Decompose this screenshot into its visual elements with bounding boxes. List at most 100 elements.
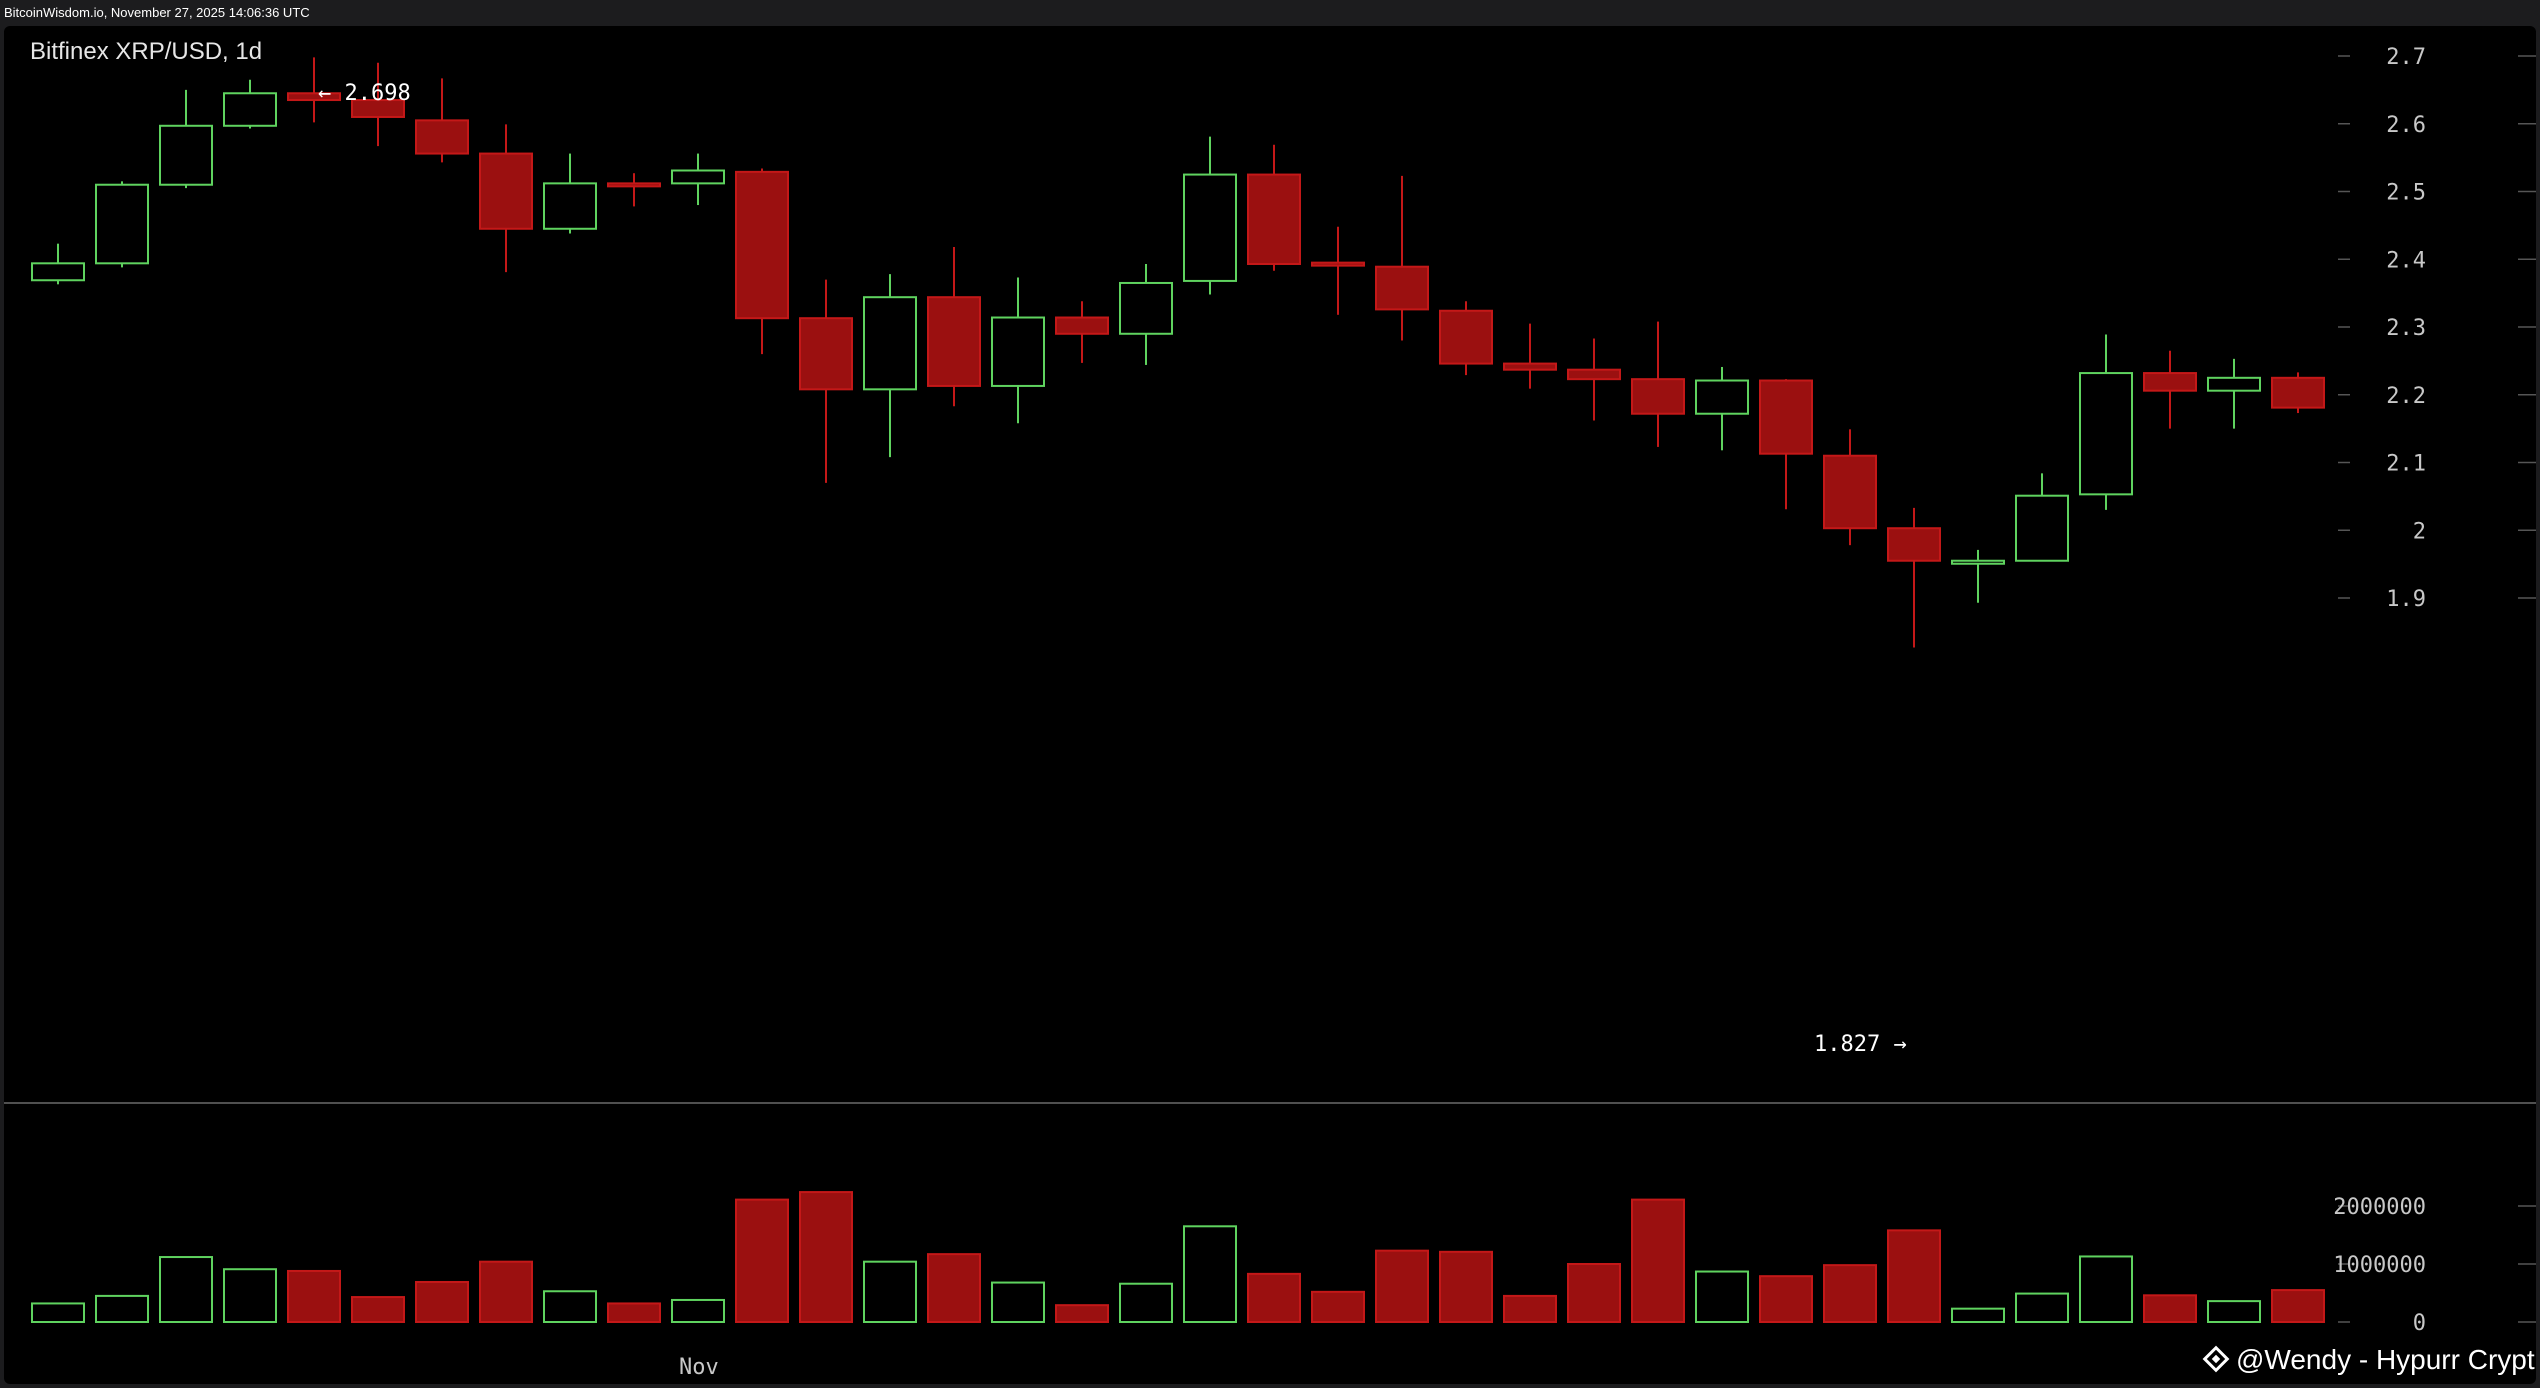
candle-body	[863, 296, 917, 391]
price-tick-label: 2.1	[2386, 452, 2426, 477]
volume-bar	[415, 1280, 469, 1323]
candlestick-chart[interactable]: Bitfinex XRP/USD, 1d 2.72.62.52.42.32.22…	[4, 26, 2536, 1384]
price-tick-label: 2.3	[2386, 316, 2426, 341]
binance-square-icon	[2202, 1345, 2230, 1373]
candle	[287, 57, 341, 123]
candle	[1951, 549, 2005, 603]
candle-body	[31, 262, 85, 282]
volume-bar	[607, 1302, 661, 1323]
candle	[223, 79, 277, 129]
candle-body	[799, 317, 853, 391]
candle-body	[543, 182, 597, 230]
candle-body	[1567, 368, 1621, 381]
candle-body	[1375, 265, 1429, 311]
volume-bar	[1503, 1294, 1557, 1324]
candle-body	[95, 183, 149, 265]
volume-bar	[2143, 1294, 2197, 1323]
candle	[799, 279, 853, 483]
volume-bar	[1247, 1272, 1301, 1323]
candle	[1759, 379, 1813, 510]
candle	[2015, 473, 2069, 562]
volume-bar	[1055, 1304, 1109, 1324]
watermark-text: @Wendy - Hypurr Crypt...	[2236, 1344, 2536, 1375]
price-tick-label: 2.7	[2386, 45, 2426, 70]
volume-bar	[927, 1253, 981, 1324]
volume-bar	[1951, 1307, 2005, 1324]
volume-bar	[2079, 1255, 2133, 1323]
candle	[1439, 301, 1493, 376]
volume-tick-label: 1000000	[2333, 1253, 2426, 1278]
candle	[31, 243, 85, 285]
candle-body	[351, 99, 405, 118]
volume-bar	[1183, 1225, 1237, 1324]
candle-body	[1311, 261, 1365, 267]
volume-bar	[1439, 1250, 1493, 1323]
candle-body	[927, 296, 981, 387]
volume-bar	[991, 1281, 1045, 1324]
price-tick-label: 2	[2413, 519, 2426, 544]
candle	[95, 181, 149, 268]
price-tick-label: 2.5	[2386, 181, 2426, 206]
price-tick-label: 1.9	[2386, 587, 2426, 612]
candle-body	[1631, 378, 1685, 415]
chart-panel: Bitfinex XRP/USD, 1d 2.7 2.6 2.5 2.4 2.3 2.2 2…	[4, 26, 2536, 1384]
price-tick-label: 2.6	[2386, 113, 2426, 138]
volume-bar	[1695, 1270, 1749, 1324]
candle-body	[2207, 376, 2261, 392]
candle-body	[2015, 494, 2069, 562]
candle	[2207, 358, 2261, 429]
volume-bar	[1887, 1229, 1941, 1323]
candle-body	[1183, 173, 1237, 282]
volume-bar	[479, 1260, 533, 1324]
volume-series	[31, 1191, 2325, 1324]
candle-body	[2143, 372, 2197, 392]
candle-body	[159, 124, 213, 186]
candle	[2271, 372, 2325, 414]
candle	[671, 153, 725, 206]
volume-bar	[671, 1298, 725, 1323]
candle-body	[1119, 281, 1173, 335]
chart-title: Bitfinex XRP/USD, 1d	[30, 38, 262, 65]
volume-tick-label: 2000000	[2333, 1195, 2426, 1220]
candle	[735, 168, 789, 355]
volume-bar	[31, 1302, 85, 1323]
low-annotation: 1.827 →	[1814, 1032, 1907, 1057]
candle	[607, 173, 661, 207]
price-tick-label: 2.4	[2386, 248, 2426, 273]
volume-axis: 2000000 1000000 0	[2333, 1195, 2536, 1336]
candle-body	[1823, 454, 1877, 530]
price-axis: 2.7 2.6 2.5 2.4 2.3 2.2 2.1 2 1.9	[2338, 45, 2536, 612]
candle	[1823, 429, 1877, 546]
volume-bar	[863, 1260, 917, 1324]
candle	[2143, 350, 2197, 429]
volume-bar	[735, 1198, 789, 1323]
candle	[1311, 226, 1365, 315]
candle	[1247, 144, 1301, 271]
price-tick-label: 2.2	[2386, 384, 2426, 409]
candle	[351, 62, 405, 147]
candle	[1631, 321, 1685, 447]
high-annotation: ← 2.698	[318, 81, 411, 106]
candle	[927, 247, 981, 407]
candle-body	[415, 119, 469, 155]
candle-body	[1695, 379, 1749, 415]
volume-bar	[223, 1268, 277, 1323]
volume-bar	[351, 1296, 405, 1324]
candle-body	[671, 169, 725, 185]
candle-body	[1247, 173, 1301, 265]
candle-body	[607, 182, 661, 188]
candle	[1055, 301, 1109, 363]
candle	[1375, 175, 1429, 341]
candle-body	[223, 92, 277, 127]
candle-body	[2079, 372, 2133, 496]
watermark: @Wendy - Hypurr Crypt...	[2202, 1344, 2536, 1375]
volume-bar	[799, 1191, 853, 1323]
volume-bar	[1119, 1282, 1173, 1323]
source-header: BitcoinWisdom.io, November 27, 2025 14:0…	[0, 0, 2540, 24]
candle	[543, 153, 597, 234]
candle	[479, 124, 533, 273]
candle	[1567, 338, 1621, 421]
volume-bar	[1375, 1249, 1429, 1324]
candle-body	[1503, 362, 1557, 371]
candle-body	[991, 316, 1045, 387]
